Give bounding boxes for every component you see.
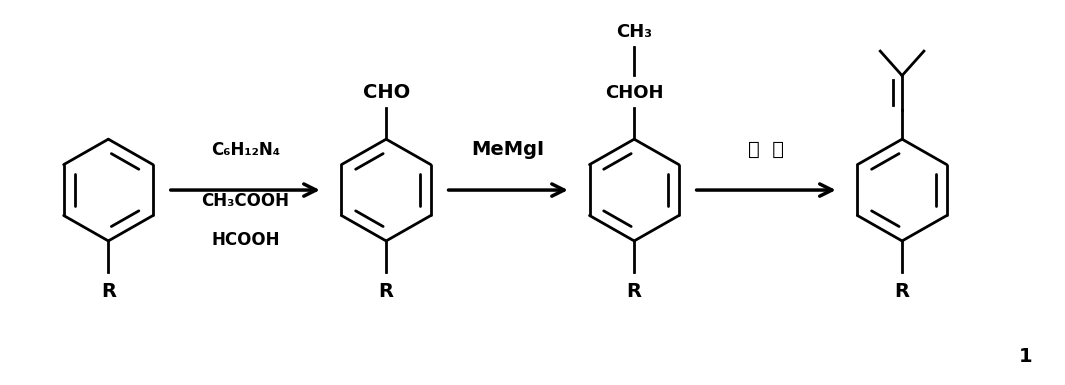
Text: CH₃COOH: CH₃COOH	[201, 192, 290, 210]
Text: HCOOH: HCOOH	[211, 231, 279, 249]
Text: CH₃: CH₃	[617, 23, 652, 41]
Text: R: R	[626, 282, 642, 301]
Text: CHOH: CHOH	[605, 84, 663, 102]
Text: R: R	[895, 282, 910, 301]
Text: R: R	[101, 282, 116, 301]
Text: 加  热: 加 热	[748, 140, 784, 159]
Text: CHO: CHO	[362, 83, 410, 102]
Text: R: R	[379, 282, 394, 301]
Text: C₆H₁₂N₄: C₆H₁₂N₄	[211, 141, 280, 159]
Text: 1: 1	[1019, 347, 1033, 366]
Text: MeMgI: MeMgI	[472, 140, 545, 159]
